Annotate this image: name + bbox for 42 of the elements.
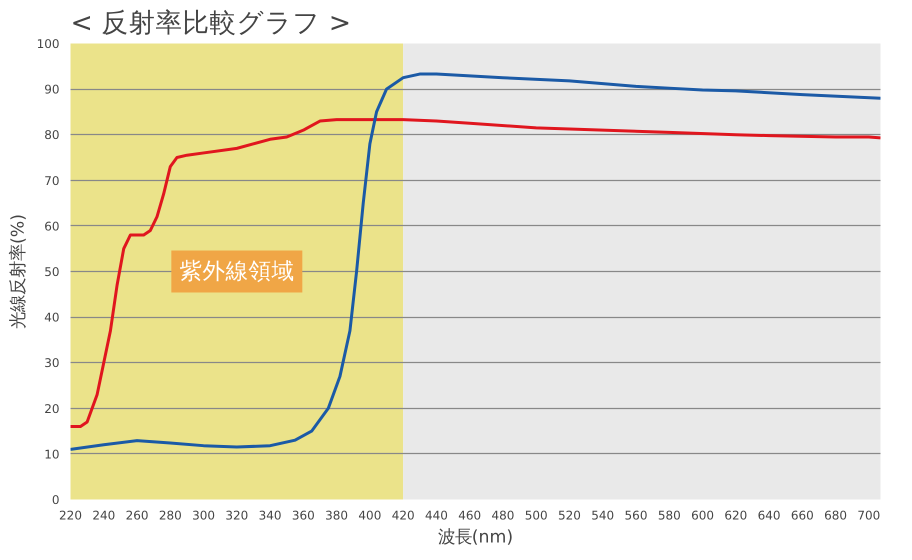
line-series — [70, 72, 880, 451]
y-tick-label: 100 — [36, 37, 60, 51]
x-tick-label: 360 — [292, 508, 315, 522]
x-tick-label: 260 — [126, 508, 148, 522]
y-tick-label: 90 — [44, 82, 60, 97]
x-tick-label: 520 — [558, 508, 581, 522]
x-tick-label: 580 — [658, 508, 681, 522]
x-tick-label: 480 — [491, 508, 514, 522]
y-axis-title: 光線反射率(%) — [8, 214, 29, 329]
x-tick-label: 380 — [325, 508, 348, 522]
y-tick-label: 80 — [44, 128, 60, 142]
x-tick-label: 460 — [458, 508, 482, 522]
y-tick-label: 10 — [44, 447, 60, 462]
x-tick-label: 540 — [591, 508, 614, 522]
x-tick-label: 700 — [857, 508, 880, 522]
x-tick-label: 300 — [192, 508, 216, 522]
y-tick-label: 40 — [44, 310, 60, 325]
y-tick-label: 50 — [44, 265, 60, 279]
y-tick-label: 60 — [44, 219, 60, 234]
x-tick-label: 240 — [92, 508, 116, 522]
x-tick-label: 640 — [758, 508, 781, 522]
x-tick-label: 500 — [524, 508, 548, 522]
x-tick-label: 600 — [691, 508, 714, 522]
y-tick-label: 20 — [44, 402, 60, 416]
line-series — [70, 118, 880, 428]
x-tick-label: 660 — [790, 508, 814, 522]
x-tick-label: 280 — [158, 508, 182, 522]
x-tick-label: 680 — [824, 508, 848, 522]
x-tick-label: 400 — [358, 508, 382, 522]
x-axis-title: 波長(nm) — [438, 528, 514, 548]
band-label: 紫外線領域 — [179, 258, 294, 284]
y-tick-label: 30 — [44, 356, 60, 370]
x-tick-label: 440 — [424, 508, 448, 522]
x-tick-label: 420 — [392, 508, 415, 522]
x-tick-label: 340 — [258, 508, 282, 522]
y-tick-label: 70 — [44, 174, 60, 188]
x-tick-label: 220 — [59, 508, 82, 522]
chart-title: < 反射率比較グラフ > — [70, 8, 352, 38]
x-tick-label: 320 — [225, 508, 248, 522]
y-tick-label: 0 — [52, 493, 60, 507]
x-tick-label: 560 — [624, 508, 648, 522]
x-tick-label: 620 — [724, 508, 748, 522]
